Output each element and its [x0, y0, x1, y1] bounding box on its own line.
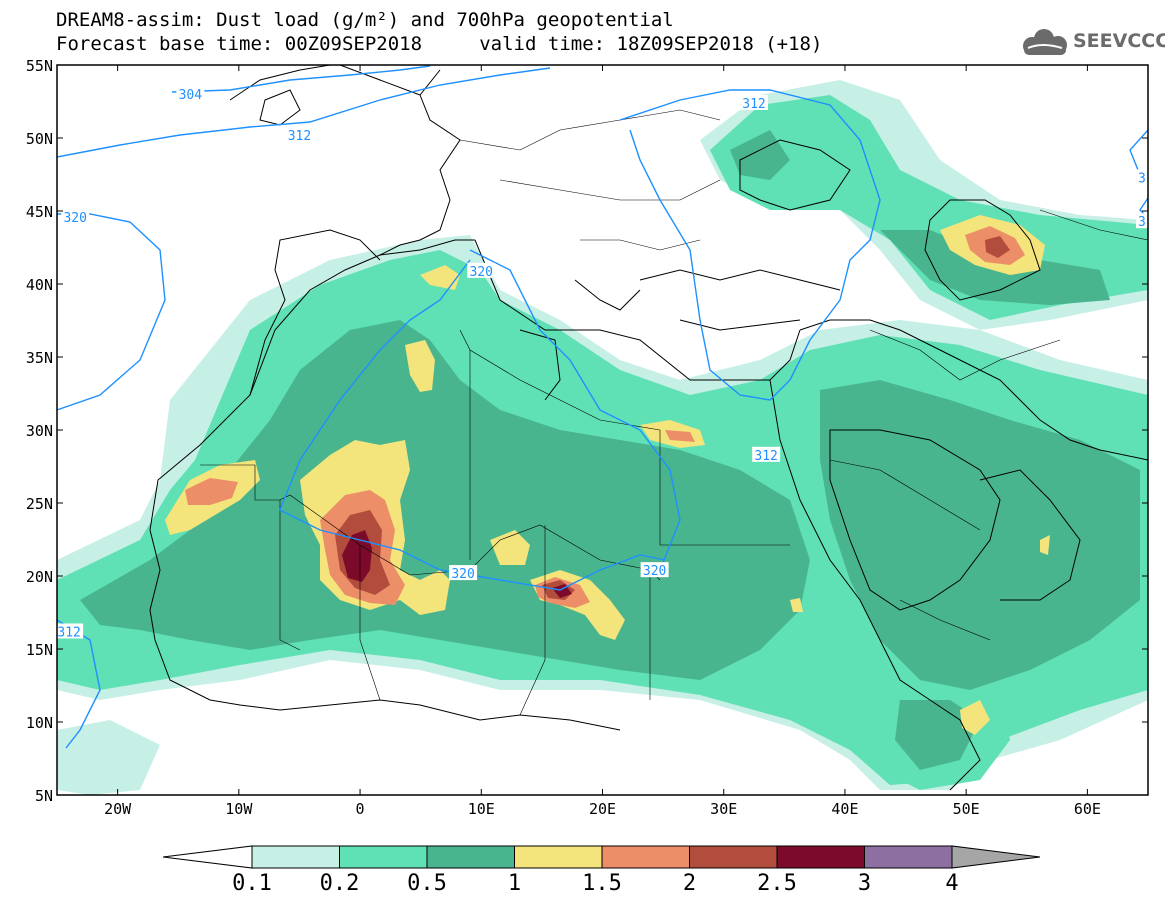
contour-label: 320 [451, 567, 474, 582]
contour-label-bg [61, 208, 90, 224]
lat-label: 25N [26, 495, 53, 513]
lat-label: 20N [26, 568, 53, 586]
colorbar-label: 3 [858, 871, 871, 896]
lon-label: 60E [1074, 800, 1101, 818]
contour-label-bg [640, 562, 669, 578]
coastlines [149, 65, 1148, 791]
cloud-logo-icon [1023, 29, 1067, 55]
contour-label-bg [1135, 169, 1148, 185]
contour-label-bg [752, 446, 781, 462]
contour-label-bg [285, 127, 314, 143]
lat-label: 5N [35, 787, 53, 805]
latitude-axis: 55N 50N 45N 40N 35N 30N 25N 20N 15N 10N 5N [26, 57, 1148, 805]
logo-text: SEEVCCC [1073, 30, 1165, 52]
colorbar-swatch [689, 845, 778, 869]
colorbar-swatch [776, 845, 865, 869]
contour-label-bg [740, 94, 769, 110]
lon-label: 40E [831, 800, 858, 818]
contour-label: 320 [470, 265, 493, 280]
contour-label: 304 [179, 88, 203, 103]
colorbar-high-arrow [951, 845, 1041, 869]
colorbar-label: 1 [508, 871, 521, 896]
lon-label: 50E [953, 800, 980, 818]
colorbar-label: 1.5 [582, 871, 622, 896]
colorbar-low-arrow [162, 845, 253, 869]
contour-label-bg [467, 262, 496, 278]
lat-label: 45N [26, 203, 53, 221]
lat-label: 35N [26, 349, 53, 367]
contour-label-bg [176, 86, 205, 102]
contour-label: 312 [742, 97, 765, 112]
contour-label: 320 [643, 564, 666, 579]
contour-label-bg [449, 565, 478, 581]
colorbar-swatch [339, 845, 428, 869]
longitude-axis: 20W 10W 0 10E 20E 30E 40E 50E 60E [104, 65, 1101, 818]
lon-label: 10W [225, 800, 253, 818]
contour-label: 312 [57, 625, 80, 640]
colorbar-swatch [601, 845, 690, 869]
country-borders [200, 109, 1148, 716]
lon-label: 20W [104, 800, 132, 818]
lat-label: 30N [26, 422, 53, 440]
lat-label: 55N [26, 57, 53, 75]
contour-label: 3 [1138, 215, 1146, 230]
colorbar-label: 4 [945, 871, 958, 896]
title-line-2: Forecast base time: 00Z09SEP2018 valid t… [56, 33, 823, 55]
colorbar-swatch [864, 845, 953, 869]
lon-label: 30E [710, 800, 737, 818]
contour-label: 320 [63, 211, 86, 226]
lat-label: 50N [26, 130, 53, 148]
contour-label: 3 [1138, 171, 1146, 186]
colorbar-legend: 0.1 0.2 0.5 1 1.5 2 2.5 3 4 [162, 845, 1041, 896]
colorbar-label: 0.1 [232, 871, 272, 896]
colorbar-swatch [426, 845, 515, 869]
colorbar-swatch [514, 845, 603, 869]
geopotential-contours [57, 65, 1148, 749]
contour-label-bg [1135, 213, 1148, 229]
lat-label: 40N [26, 276, 53, 294]
contour-label-bg [55, 623, 84, 639]
colorbar-label: 2.5 [757, 871, 797, 896]
lon-label: 20E [589, 800, 616, 818]
contour-label: 312 [754, 449, 777, 464]
contour-labels: 304 312 320 320 312 312 320 320 312 3 3 [55, 86, 1148, 640]
colorbar-swatch [251, 845, 340, 869]
lat-label: 10N [26, 714, 53, 732]
lon-label: 0 [356, 800, 365, 818]
contour-label: 312 [288, 129, 311, 144]
colorbar-label: 0.2 [320, 871, 360, 896]
dust-field [57, 80, 1148, 795]
title-line-1: DREAM8-assim: Dust load (g/m²) and 700hP… [56, 9, 674, 31]
lon-label: 10E [468, 800, 495, 818]
colorbar-label: 0.5 [407, 871, 447, 896]
lat-label: 15N [26, 641, 53, 659]
colorbar-label: 2 [683, 871, 696, 896]
